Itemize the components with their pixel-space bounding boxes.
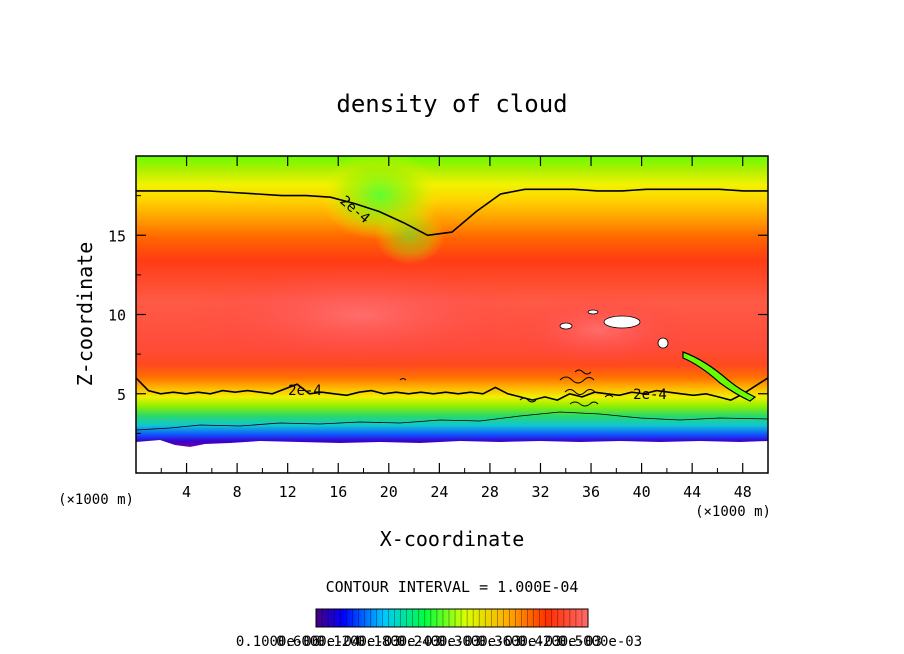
colorbar-label-1: 0.6000e-04 [276,634,360,650]
white-holes [559,309,669,349]
x-tick-label-0: 4 [182,483,191,501]
colorbar-labels: 0.1000e-060.6000e-040.1200e-030.1800e-03… [236,634,642,650]
y-axis-ticks: 5 10 15 [108,195,768,434]
colorbar [315,608,589,628]
x-unit-label: (×1000 m) [695,504,771,520]
x-tick-label-7: 32 [531,483,549,501]
diagonal-contour [682,351,757,402]
x-tick-label-2: 12 [279,483,297,501]
y-tick-label-0: 5 [117,386,126,404]
x-tick-label-4: 20 [380,483,398,501]
colorbar-label-5: 0.3000e-03 [437,634,521,650]
colorbar-ticks [321,609,583,627]
y-unit-label: (×1000 m) [58,492,134,508]
x-tick-label-6: 28 [481,483,499,501]
high-density-region-2 [510,295,690,365]
x-tick-label-11: 48 [734,483,752,501]
lower-contour-line [136,377,768,401]
x-tick-label-8: 36 [582,483,600,501]
colorbar-label-3: 0.1800e-03 [357,634,441,650]
x-tick-label-10: 44 [683,483,701,501]
chart-title: density of cloud [336,90,567,118]
ground-base [136,440,768,473]
contour-label-lower-left: 2e-4 [288,383,322,399]
green-plume-tail [375,205,445,265]
y-tick-label-1: 10 [108,307,126,325]
colorbar-label-8: 0.5000e-03 [558,634,642,650]
y-axis-label: Z-coordinate [73,242,97,387]
inner-contour-line [136,411,768,431]
x-axis-label: X-coordinate [380,527,525,551]
plot-area: 2e-4 2e-4 2e-4 [136,156,768,473]
colorbar-label-4: 0.2400e-03 [397,634,481,650]
x-tick-label-5: 24 [430,483,448,501]
colorbar-label-2: 0.1200e-03 [316,634,400,650]
x-tick-label-1: 8 [233,483,242,501]
turbulent-contours [399,369,614,407]
upper-contour-line [136,188,768,237]
contour-interval-label: CONTOUR INTERVAL = 1.000E-04 [326,578,579,596]
x-tick-label-9: 40 [633,483,651,501]
colorbar-label-6: 0.3600e-03 [477,634,561,650]
x-axis-ticks: 4 8 12 16 20 24 28 32 36 40 44 48 [160,156,752,501]
colorbar-label-0: 0.1000e-06 [236,634,320,650]
contour-label-lower-right: 2e-4 [633,387,667,403]
high-density-region [190,265,530,365]
colorbar-label-7: 0.4200e-03 [518,634,602,650]
y-tick-label-2: 15 [108,227,126,245]
x-tick-label-3: 16 [329,483,347,501]
